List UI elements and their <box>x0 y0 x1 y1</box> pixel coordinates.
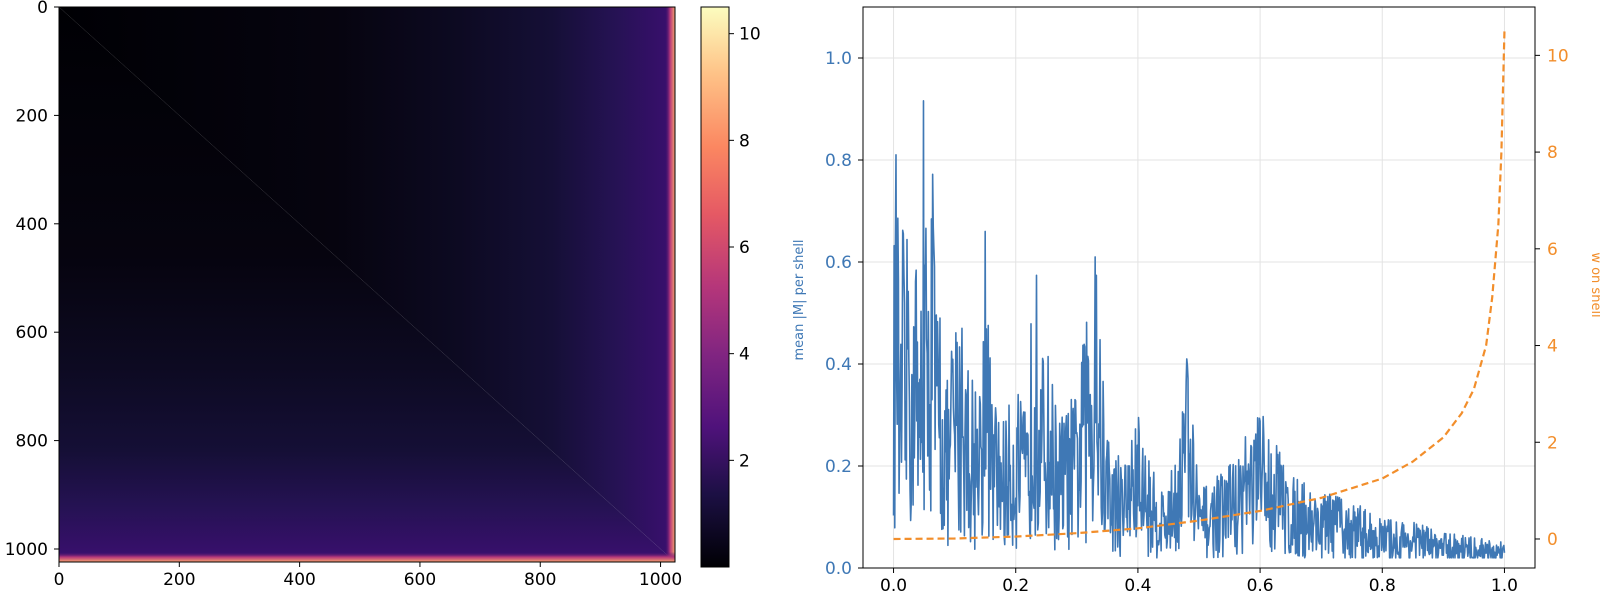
heatmap-y-ticks: 0 200 400 600 800 1000 <box>5 0 59 560</box>
heatmap-x-tick-label: 1000 <box>639 570 682 590</box>
line-x-tick-label: 0.0 <box>880 576 907 596</box>
heatmap-x-tick-label: 200 <box>163 570 195 590</box>
colorbar: 2 4 6 8 10 <box>700 6 761 568</box>
line-y-left-tick-label: 0.0 <box>825 559 852 579</box>
y-left-axis-label: mean |M| per shell <box>792 239 807 360</box>
line-y-right-tick-label: 8 <box>1547 143 1558 163</box>
colorbar-tick-label: 6 <box>739 238 750 258</box>
heatmap-x-ticks: 0 200 400 600 800 1000 <box>54 562 682 590</box>
heatmap-y-tick-label: 0 <box>37 0 48 18</box>
colorbar-tick-label: 10 <box>739 25 761 45</box>
heatmap-y-tick-label: 800 <box>16 432 48 452</box>
heatmap-x-tick-label: 400 <box>283 570 315 590</box>
line-plot-border <box>862 6 1536 569</box>
heatmap-y-tick-label: 1000 <box>5 540 48 560</box>
line-x-tick-label: 0.2 <box>1002 576 1029 596</box>
series-w-on-shell <box>893 31 1506 541</box>
series-mean-abs-m <box>892 100 1506 559</box>
line-y-right-tick-label: 2 <box>1547 433 1558 453</box>
y-right-axis-label: w on shell <box>1588 252 1600 317</box>
line-panel: 0.0 0.2 0.4 0.6 0.8 1.0 0.0 0.2 0.4 0.6 0.8 1.0 0 2… <box>792 6 1600 596</box>
line-y-left-tick-label: 0.4 <box>825 355 852 375</box>
line-x-tick-label: 1.0 <box>1491 576 1518 596</box>
line-x-tick-label: 0.6 <box>1247 576 1274 596</box>
line-y-right-tick-label: 10 <box>1547 46 1569 66</box>
line-y-right-tick-label: 6 <box>1547 240 1558 260</box>
line-y-left-tick-label: 0.8 <box>825 151 852 171</box>
heatmap-y-tick-label: 200 <box>16 106 48 126</box>
heatmap-y-tick-label: 400 <box>16 215 48 235</box>
line-y-left-tick-label: 0.2 <box>825 457 852 477</box>
heatmap-x-tick-label: 800 <box>524 570 556 590</box>
line-y-right-ticks: 0 2 4 6 8 10 <box>1535 46 1569 550</box>
colorbar-ticks: 2 4 6 8 10 <box>729 25 761 471</box>
heatmap-x-tick-label: 600 <box>404 570 436 590</box>
line-series-group <box>892 31 1506 559</box>
line-y-right-tick-label: 4 <box>1547 337 1558 357</box>
colorbar-tick-label: 2 <box>739 451 750 471</box>
colorbar-tick-label: 8 <box>739 131 750 151</box>
line-y-left-tick-label: 1.0 <box>825 49 852 69</box>
heatmap-x-tick-label: 0 <box>54 570 65 590</box>
line-x-ticks: 0.0 0.2 0.4 0.6 0.8 1.0 <box>880 568 1518 596</box>
heatmap-panel: 0 200 400 600 800 1000 0 200 400 600 800 1000 <box>5 0 682 590</box>
line-y-left-tick-label: 0.6 <box>825 253 852 273</box>
colorbar-gradient <box>700 6 730 568</box>
line-y-left-ticks: 0.0 0.2 0.4 0.6 0.8 1.0 <box>825 49 863 579</box>
colorbar-tick-label: 4 <box>739 345 750 365</box>
line-y-right-tick-label: 0 <box>1547 530 1558 550</box>
line-x-tick-label: 0.8 <box>1369 576 1396 596</box>
line-x-tick-label: 0.4 <box>1124 576 1151 596</box>
heatmap-y-tick-label: 600 <box>16 323 48 343</box>
heatmap-right-edge <box>665 7 675 562</box>
heatmap-bottom-edge <box>59 552 675 562</box>
heatmap-frame <box>58 6 676 563</box>
